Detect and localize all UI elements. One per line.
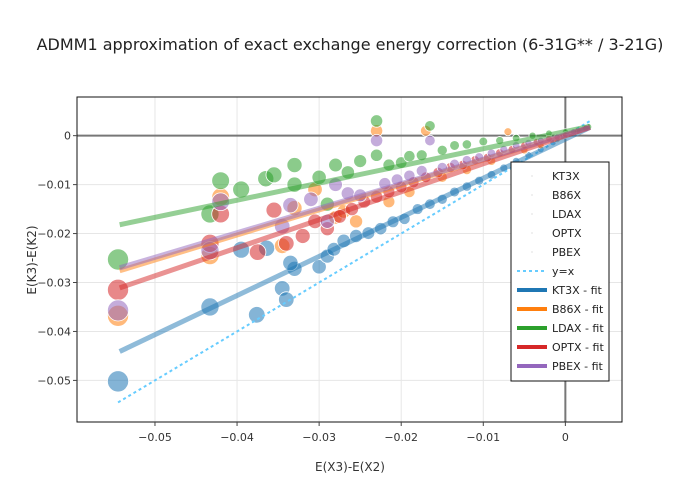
data-point [328, 157, 343, 173]
legend-item[interactable]: B86X - fit [517, 303, 604, 316]
data-point [353, 154, 368, 169]
data-point [107, 278, 130, 301]
data-point [369, 133, 384, 148]
line-pbex-fit [118, 124, 591, 271]
legend-item[interactable]: LDAX - fit [517, 322, 604, 335]
y-tick-label: −0.04 [37, 325, 71, 338]
legend-label: PBEX [552, 246, 581, 259]
data-point [424, 134, 436, 147]
legend-item[interactable]: PBEX - fit [517, 360, 604, 373]
y-tick-label: −0.03 [37, 277, 71, 290]
legend-label: B86X - fit [552, 303, 604, 316]
data-point [503, 127, 513, 137]
y-tick-label: −0.02 [37, 228, 71, 241]
x-tick-label: 0 [562, 431, 569, 444]
legend-label: OPTX - fit [552, 341, 604, 354]
data-point [311, 259, 327, 275]
legend-box [510, 161, 610, 382]
data-point [265, 166, 283, 184]
legend-item[interactable]: OPTX - fit [517, 341, 604, 354]
y-tick-label: 0 [64, 130, 71, 143]
data-point [107, 299, 130, 322]
data-point [286, 157, 303, 174]
legend-marker-icon [531, 232, 533, 234]
data-point [449, 140, 460, 151]
legend-item[interactable]: KT3X - fit [517, 284, 603, 297]
legend-item[interactable]: PBEX [531, 246, 581, 259]
x-axis-label: E(X3)-E(X2) [315, 460, 385, 474]
legend-marker-icon [531, 213, 533, 215]
legend-item[interactable]: B86X [531, 189, 582, 202]
data-point [248, 306, 266, 324]
legend-label: LDAX - fit [552, 322, 604, 335]
data-point [436, 144, 448, 156]
data-point [265, 201, 283, 219]
legend-label: y=x [552, 265, 575, 278]
x-tick-label: −0.01 [466, 431, 500, 444]
legend-item[interactable]: OPTX [531, 227, 582, 240]
traces [107, 114, 593, 404]
data-point [349, 214, 364, 229]
y-tick-label: −0.01 [37, 179, 71, 192]
legend-label: KT3X [552, 170, 580, 183]
legend[interactable]: KT3X B86X LDAX OPTX PBEX y=x KT3X - fit B86X - … [510, 161, 610, 382]
data-point [369, 148, 384, 162]
data-point [211, 171, 230, 190]
x-tick-label: −0.05 [138, 431, 172, 444]
x-ticks: −0.05 −0.04 −0.03 −0.02 −0.01 0 [138, 422, 569, 444]
legend-label: KT3X - fit [552, 284, 603, 297]
line-optx-fit [118, 124, 591, 291]
legend-item[interactable]: LDAX [531, 208, 582, 221]
data-point [232, 180, 251, 199]
legend-label: OPTX [552, 227, 582, 240]
data-point [461, 139, 472, 150]
y-axis-label: E(K3)-E(K2) [25, 225, 39, 294]
legend-item[interactable]: y=x [517, 265, 575, 278]
plot-frame [76, 96, 623, 423]
line-ldax-fit [119, 123, 591, 228]
data-point [282, 197, 299, 214]
y-tick-label: −0.05 [37, 374, 71, 387]
legend-item[interactable]: KT3X [531, 170, 580, 183]
legend-label: B86X [552, 189, 582, 202]
data-point [278, 235, 295, 252]
legend-marker-icon [531, 251, 533, 253]
legend-marker-icon [531, 175, 533, 177]
data-point [294, 228, 311, 244]
legend-marker-icon [531, 194, 533, 196]
data-point [478, 136, 489, 147]
x-tick-label: −0.02 [384, 431, 418, 444]
chart-title: ADMM1 approximation of exact exchange en… [37, 35, 664, 54]
data-point [369, 114, 384, 128]
data-point [303, 191, 319, 207]
legend-label: LDAX [552, 208, 582, 221]
x-tick-label: −0.03 [302, 431, 336, 444]
data-point [403, 150, 416, 163]
x-tick-label: −0.04 [220, 431, 254, 444]
y-ticks: −0.05 −0.04 −0.03 −0.02 −0.01 0 [37, 130, 77, 387]
data-point [424, 120, 436, 132]
data-point [278, 291, 295, 308]
data-point [248, 243, 267, 261]
data-point [107, 370, 130, 393]
legend-label: PBEX - fit [552, 360, 604, 373]
